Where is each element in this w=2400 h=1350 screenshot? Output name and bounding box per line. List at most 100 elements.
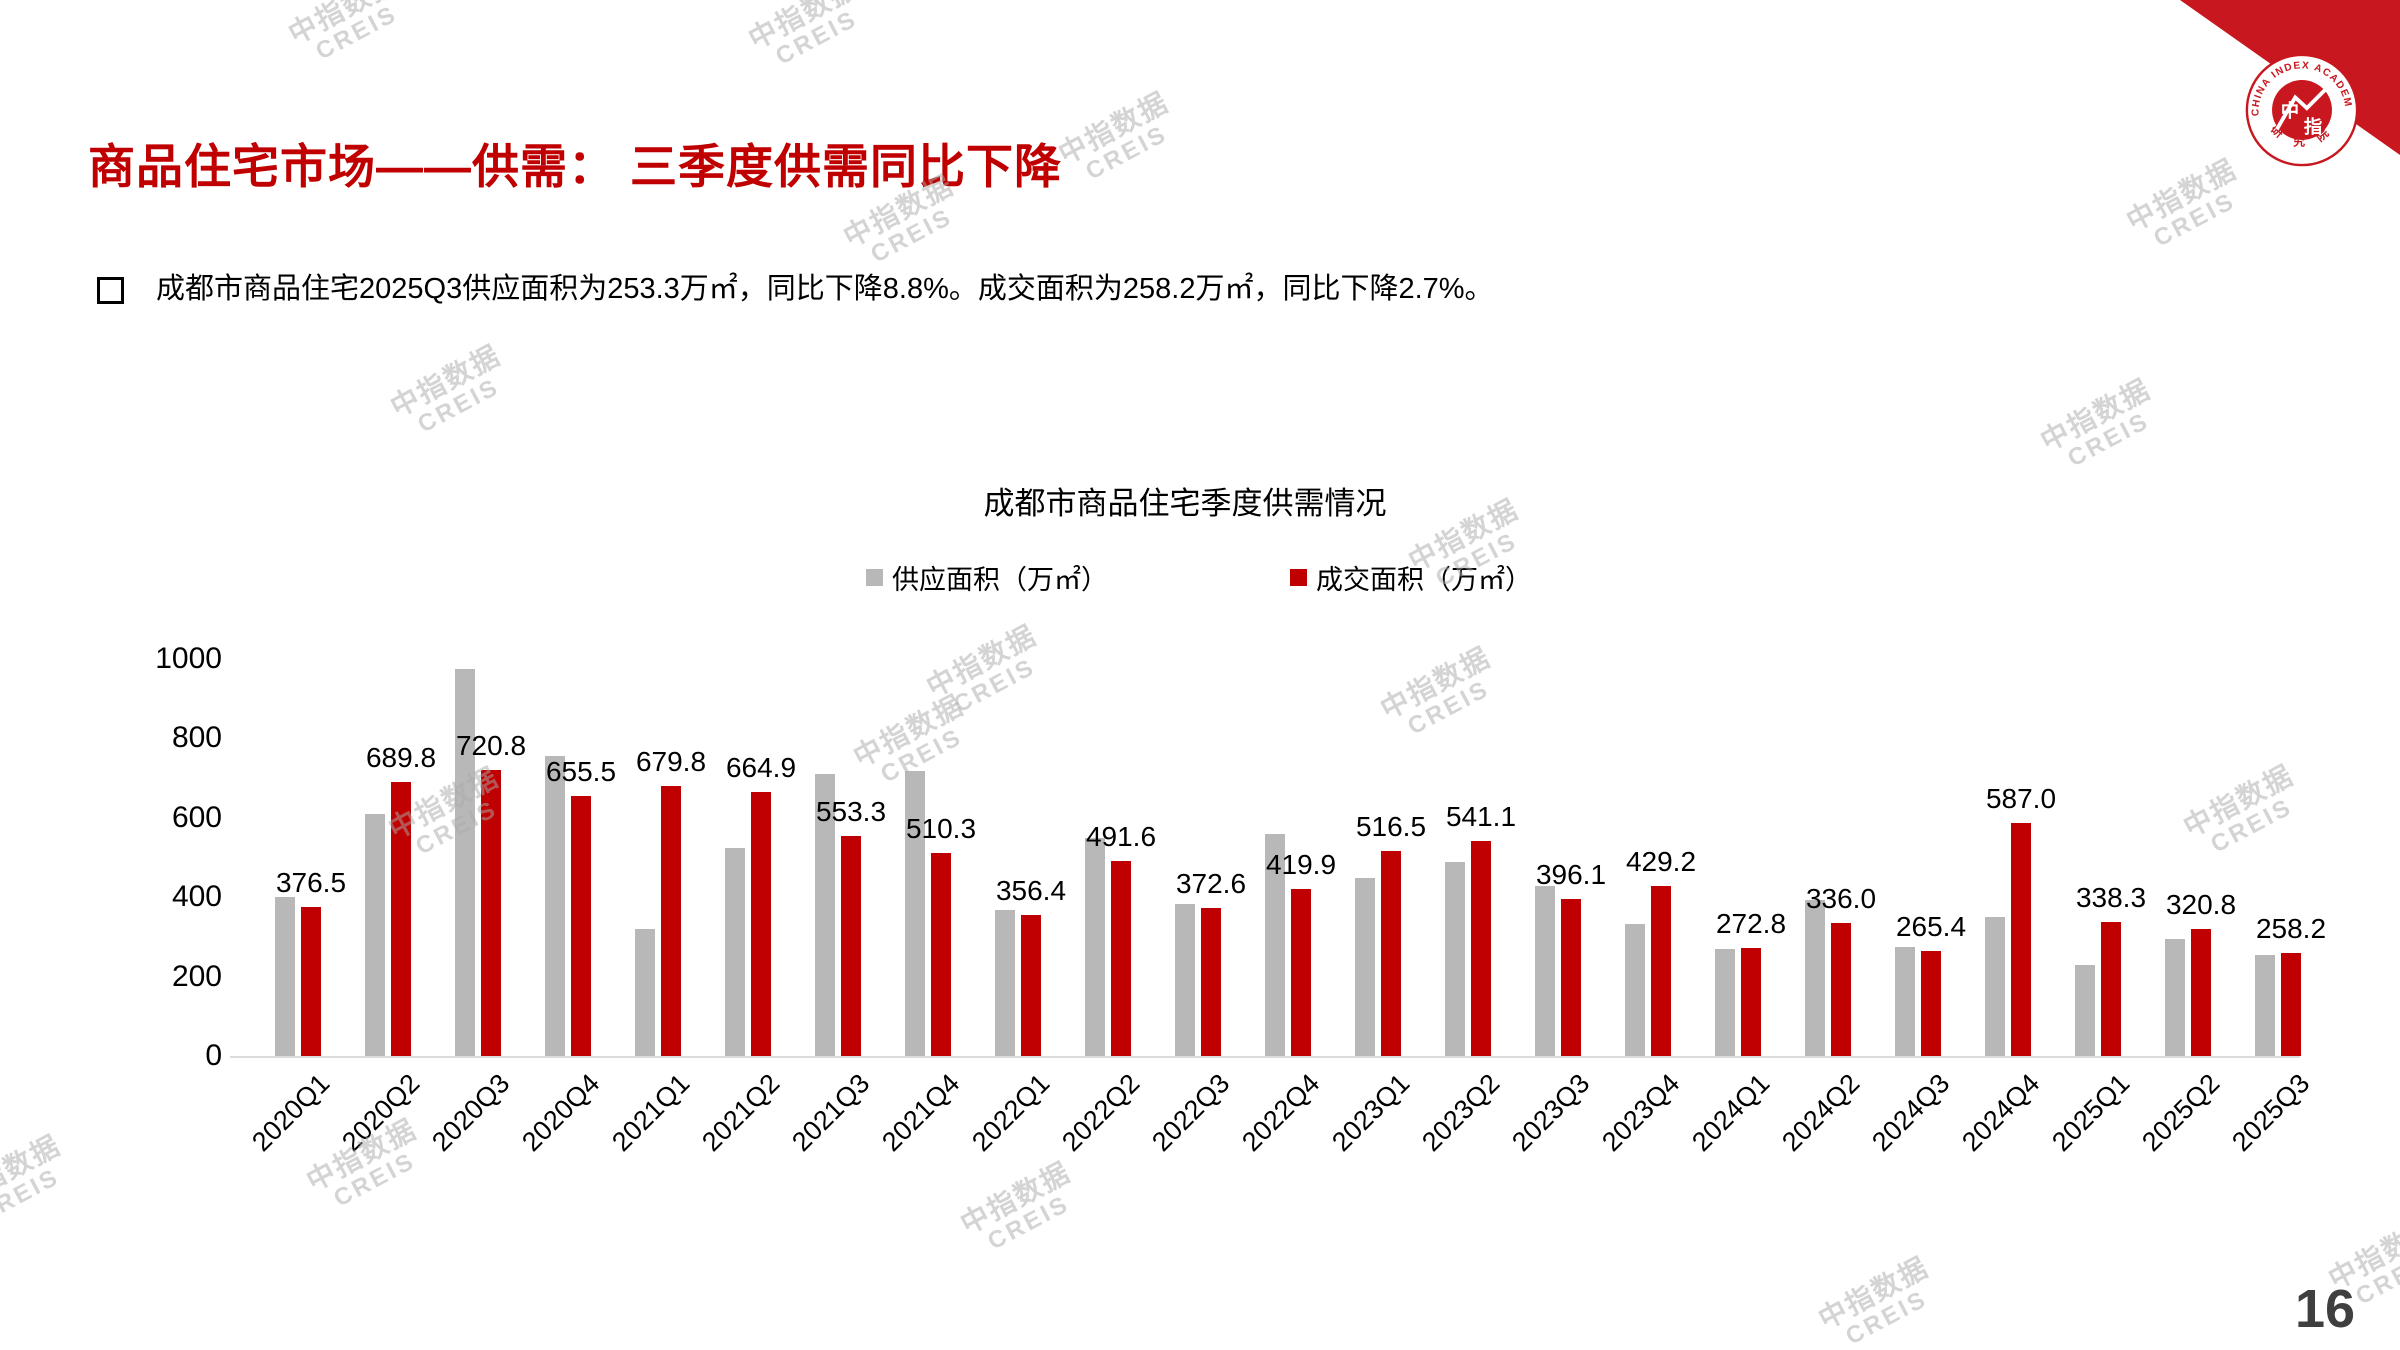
supply-bar-2025Q3: [2255, 955, 2275, 1056]
supply-bar-2020Q1: [275, 897, 295, 1056]
transaction-data-label-2022Q1: 356.4: [995, 874, 1067, 906]
x-axis-tick-label-2022Q2: 2022Q2: [1056, 1068, 1146, 1158]
transaction-data-label-2022Q3: 372.6: [1175, 868, 1247, 900]
transaction-data-label-2022Q2: 491.6: [1085, 820, 1157, 852]
x-axis-tick-label-2025Q1: 2025Q1: [2046, 1068, 2136, 1158]
transaction-data-label-2024Q1: 272.8: [1715, 907, 1787, 939]
transaction-bar-2021Q1: [661, 786, 681, 1056]
transaction-bar-2024Q1: [1741, 947, 1761, 1056]
creis-watermark: 中指数据 CREIS: [283, 0, 404, 66]
x-axis-line: [230, 1056, 2300, 1058]
y-axis-tick-label: 800: [171, 721, 222, 755]
transaction-bar-2020Q3: [481, 769, 501, 1056]
transaction-data-label-2023Q2: 541.1: [1445, 801, 1517, 833]
bullet-row: 成都市商品住宅2025Q3供应面积为253.3万㎡，同比下降8.8%。成交面积为…: [97, 270, 1494, 309]
transaction-data-label-2021Q4: 510.3: [905, 813, 977, 845]
supply-bar-2023Q1: [1355, 878, 1375, 1056]
creis-watermark: 中指数据 CREIS: [921, 619, 1042, 719]
supply-legend-swatch-icon: [866, 568, 883, 586]
page-number: 16: [2295, 1279, 2356, 1339]
transaction-data-label-2025Q2: 320.8: [2165, 888, 2237, 920]
transaction-data-label-2021Q2: 664.9: [725, 752, 797, 784]
supply-bar-2021Q2: [725, 847, 745, 1056]
supply-bar-2020Q3: [455, 668, 475, 1056]
transaction-bar-2024Q4: [2011, 822, 2031, 1056]
supply-bar-2022Q1: [995, 909, 1015, 1056]
supply-bar-2023Q3: [1535, 886, 1555, 1056]
transaction-data-label-2020Q2: 689.8: [365, 742, 437, 774]
y-axis-tick-label: 200: [171, 959, 222, 993]
transaction-data-label-2023Q1: 516.5: [1355, 810, 1427, 842]
bullet-square-icon: [97, 277, 124, 304]
transaction-data-label-2021Q3: 553.3: [815, 796, 887, 828]
transaction-bar-2023Q4: [1651, 885, 1671, 1056]
transaction-bar-2022Q1: [1021, 914, 1041, 1056]
creis-watermark: 中指数据 CREIS: [0, 1129, 66, 1229]
legend-item-supply: 供应面积（万㎡）: [866, 560, 1108, 595]
logo-inner-disc: [2272, 80, 2332, 140]
supply-bar-2020Q4: [545, 756, 565, 1056]
y-axis-tick-label: 400: [171, 880, 222, 914]
x-axis-tick-label-2021Q4: 2021Q4: [876, 1068, 966, 1158]
transaction-bar-2024Q2: [1831, 922, 1851, 1056]
supply-bar-2024Q1: [1715, 948, 1735, 1056]
legend-item-transaction: 成交面积（万㎡）: [1290, 560, 1532, 595]
creis-watermark: 中指数据 CREIS: [2178, 759, 2299, 859]
transaction-bar-2020Q1: [301, 906, 321, 1056]
transaction-legend-label: 成交面积（万㎡）: [1316, 564, 1532, 595]
transaction-data-label-2020Q1: 376.5: [275, 866, 347, 898]
logo-index-line-icon: [2275, 86, 2329, 131]
supply-bar-2023Q2: [1445, 862, 1465, 1056]
supply-legend-label: 供应面积（万㎡）: [892, 564, 1108, 595]
transaction-bar-2023Q1: [1381, 850, 1401, 1056]
transaction-legend-swatch-icon: [1290, 568, 1307, 586]
china-index-academy-logo: CHINA INDEX ACADEMY 研 究 院 中 指: [2244, 52, 2359, 167]
chart-title: 成都市商品住宅季度供需情况: [983, 486, 1387, 521]
logo-center-char-bottom: 指: [2304, 116, 2322, 137]
logo-center-char-top: 中: [2281, 100, 2299, 121]
supply-bar-2021Q4: [905, 770, 925, 1056]
transaction-bar-2022Q2: [1111, 860, 1131, 1056]
transaction-bar-2022Q4: [1291, 889, 1311, 1056]
supply-bar-2024Q3: [1895, 946, 1915, 1056]
x-axis-tick-label-2024Q2: 2024Q2: [1776, 1068, 1866, 1158]
transaction-data-label-2020Q4: 655.5: [545, 755, 617, 787]
transaction-bar-2023Q3: [1561, 898, 1581, 1056]
transaction-bar-2020Q2: [391, 782, 411, 1056]
supply-bar-2022Q3: [1175, 904, 1195, 1056]
x-axis-tick-label-2022Q1: 2022Q1: [966, 1068, 1056, 1158]
transaction-data-label-2025Q3: 258.2: [2255, 913, 2327, 945]
transaction-data-label-2023Q4: 429.2: [1625, 845, 1697, 877]
x-axis-tick-label-2021Q2: 2021Q2: [696, 1068, 786, 1158]
page-title: 商品住宅市场——供需： 三季度供需同比下降: [88, 140, 1063, 193]
transaction-bar-2025Q3: [2281, 953, 2301, 1056]
transaction-bar-2025Q1: [2101, 921, 2121, 1056]
supply-bar-2023Q4: [1625, 924, 1645, 1056]
x-axis-tick-label-2020Q2: 2020Q2: [336, 1068, 426, 1158]
x-axis-tick-label-2023Q2: 2023Q2: [1416, 1068, 1506, 1158]
x-axis-tick-label-2020Q4: 2020Q4: [516, 1068, 606, 1158]
x-axis-tick-label-2023Q4: 2023Q4: [1596, 1068, 1686, 1158]
transaction-data-label-2024Q3: 265.4: [1895, 910, 1967, 942]
transaction-data-label-2024Q2: 336.0: [1805, 882, 1877, 914]
x-axis-tick-label-2020Q1: 2020Q1: [246, 1068, 336, 1158]
x-axis-tick-label-2023Q1: 2023Q1: [1326, 1068, 1416, 1158]
transaction-bar-2021Q4: [931, 853, 951, 1056]
supply-bar-2021Q3: [815, 774, 835, 1056]
x-axis-tick-label-2021Q3: 2021Q3: [786, 1068, 876, 1158]
transaction-data-label-2023Q3: 396.1: [1535, 858, 1607, 890]
x-axis-tick-label-2023Q3: 2023Q3: [1506, 1068, 1596, 1158]
x-axis-tick-label-2021Q1: 2021Q1: [606, 1068, 696, 1158]
supply-bar-2022Q4: [1265, 833, 1285, 1056]
y-axis-tick-label: 600: [171, 800, 222, 834]
y-axis-tick-label: 0: [205, 1039, 222, 1072]
supply-bar-2024Q2: [1805, 900, 1825, 1056]
transaction-bar-2022Q3: [1201, 908, 1221, 1056]
supply-bar-2022Q2: [1085, 838, 1105, 1056]
transaction-data-label-2024Q4: 587.0: [1985, 782, 2057, 814]
supply-bar-2020Q2: [365, 813, 385, 1056]
creis-watermark: 中指数据 CREIS: [1813, 1251, 1934, 1350]
transaction-bar-2021Q3: [841, 836, 861, 1056]
transaction-data-label-2025Q1: 338.3: [2075, 881, 2147, 913]
